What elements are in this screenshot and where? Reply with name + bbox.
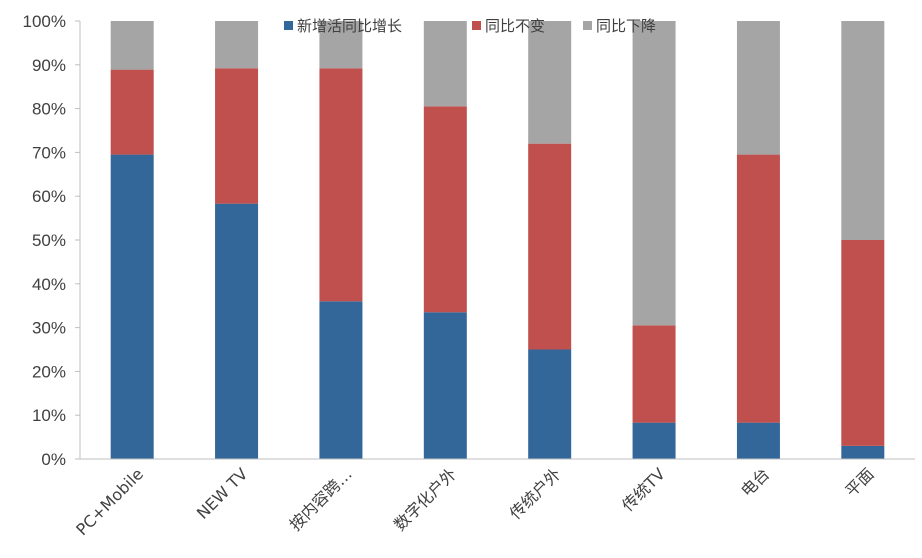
y-tick-label: 70% [32,143,66,162]
y-tick-label: 60% [32,187,66,206]
y-tick-label: 30% [32,319,66,338]
bar-segment [528,349,572,459]
bar-segment [319,301,363,459]
y-tick-label: 40% [32,275,66,294]
x-tick-label: NEW TV [193,464,252,523]
y-tick-label: 90% [32,56,66,75]
bar-segment [110,21,154,70]
x-tick-label: PC+Mobile [72,464,147,539]
bar-segment [110,154,154,459]
bar-segment [632,21,676,326]
legend-swatch [472,21,481,30]
bar-segment [215,68,259,204]
y-tick-label: 100% [23,12,66,31]
bar-segment [632,325,676,423]
bar-segment [319,68,363,302]
bar-segment [841,21,885,240]
bars [110,21,885,459]
y-axis: 0% 10% 20% 30% 40% 50% 60% 70% 80% 90% 100% [23,12,81,469]
bar-segment [423,106,467,313]
x-tick-label: 传统户外 [506,464,565,523]
y-tick-label: 10% [32,406,66,425]
bar-segment [319,21,363,69]
bar-segment [736,21,780,155]
y-tick-label: 80% [32,100,66,119]
bar-segment [632,422,676,459]
bar-segment [110,69,154,155]
bar-segment [736,154,780,423]
x-axis: PC+Mobile NEW TV 按内容跨… 数字化户外 传统户外 传统TV 电台 平面 [72,458,915,539]
legend-swatch [284,21,293,30]
legend-label: 同比不变 [485,17,545,35]
legend: 新增活同比增长 同比不变 同比下降 [284,17,656,35]
y-tick-label: 0% [41,450,66,469]
bar-segment [736,422,780,459]
x-tick-label: 按内容跨… [286,464,356,534]
legend-swatch [583,21,592,30]
legend-label: 同比下降 [596,17,656,35]
bar-segment [423,21,467,107]
y-tick-label: 50% [32,231,66,250]
x-tick-label: 数字化户外 [390,464,460,534]
legend-label: 新增活同比增长 [297,17,402,35]
bar-segment [528,143,572,350]
bar-segment [528,21,572,144]
bar-segment [215,203,259,459]
bar-segment [423,312,467,459]
bar-segment [841,240,885,446]
x-tick-label: 电台 [737,464,773,500]
bar-segment [841,445,885,459]
x-tick-label: 平面 [842,464,878,500]
bar-segment [215,21,259,69]
x-tick-label: 传统TV [618,464,669,515]
y-tick-label: 20% [32,362,66,381]
